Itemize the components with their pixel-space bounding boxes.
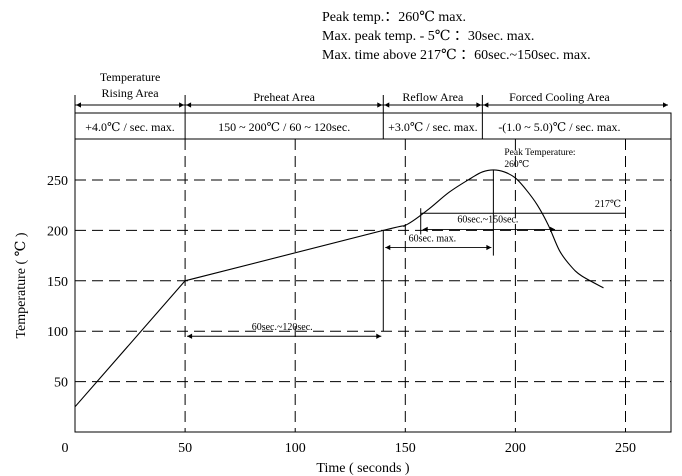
y-tick-label-100: 100 [47,325,68,340]
zone-arrow-start-3 [483,102,489,108]
plot-frame [74,138,672,433]
zone-arrow-end-1 [179,102,185,108]
zone-arrow-start-0 [76,102,81,108]
zone-name-0-line-2: Rising Area [102,86,160,100]
y-tick-label-200: 200 [47,224,68,239]
x-tick-label-250: 250 [615,441,636,456]
zone-arrow-end-3 [476,102,482,108]
x-tick-label-150: 150 [395,441,416,456]
y-tick-label-50: 50 [54,376,68,391]
x-axis-label: Time ( seconds ) [316,461,410,476]
above-217-label: 60sec.~150sec. [457,214,518,225]
header-line-2: Max. peak temp. - 5℃ ：30sec. max. [322,29,534,44]
x-tick-label-100: 100 [285,441,306,456]
zone-name-2: Reflow Area [402,90,464,104]
y-axis-label: Temperature ( ℃ ) [14,232,29,338]
x-tick-label-0: 0 [62,441,69,456]
above-217-arrow-arrow-left [422,226,428,232]
zone-name-3: Forced Cooling Area [509,90,610,104]
x-tick-label-200: 200 [505,441,526,456]
preheat-duration-label: 60sec.~120sec. [252,322,313,333]
peak-label-line-1: Peak Temperature: [504,148,575,158]
reflow-duration-arrow-arrow-right [486,244,492,251]
zone-arrow-end-2 [377,102,383,108]
zone-name-0-line-1: Temperature [100,70,160,84]
y-tick-label-250: 250 [47,174,68,189]
level-217-label: 217℃ [595,199,621,210]
peak-label-line-2: 260℃ [504,160,529,170]
zone-rate-3: -(1.0 ~ 5.0)℃ / sec. max. [498,120,620,134]
zone-rate-2: +3.0℃ / sec. max. [388,120,478,134]
series-line [74,169,604,408]
preheat-duration-arrow-arrow-left [187,333,193,339]
zone-arrow-head [663,102,668,108]
preheat-duration-arrow-arrow-right [376,333,382,339]
reflow-duration-arrow-arrow-left [385,244,391,251]
zone-rate-0: +4.0℃ / sec. max. [85,120,175,134]
header-line-1: Peak temp.：260℃ max. [322,10,466,25]
above-217-arrow-arrow-right [550,226,556,232]
reflow-duration-label: 60sec. max. [409,233,457,244]
x-tick-label-50: 50 [178,441,192,456]
zone-name-1: Preheat Area [253,90,315,104]
header-line-3: Max. time above 217℃ ：60sec.~150sec. max… [322,48,591,63]
zone-arrow-start-1 [186,102,192,108]
zone-rate-1: 150 ~ 200℃ / 60 ~ 120sec. [218,120,350,134]
y-tick-label-150: 150 [47,275,68,290]
zone-arrow-start-2 [384,102,390,108]
